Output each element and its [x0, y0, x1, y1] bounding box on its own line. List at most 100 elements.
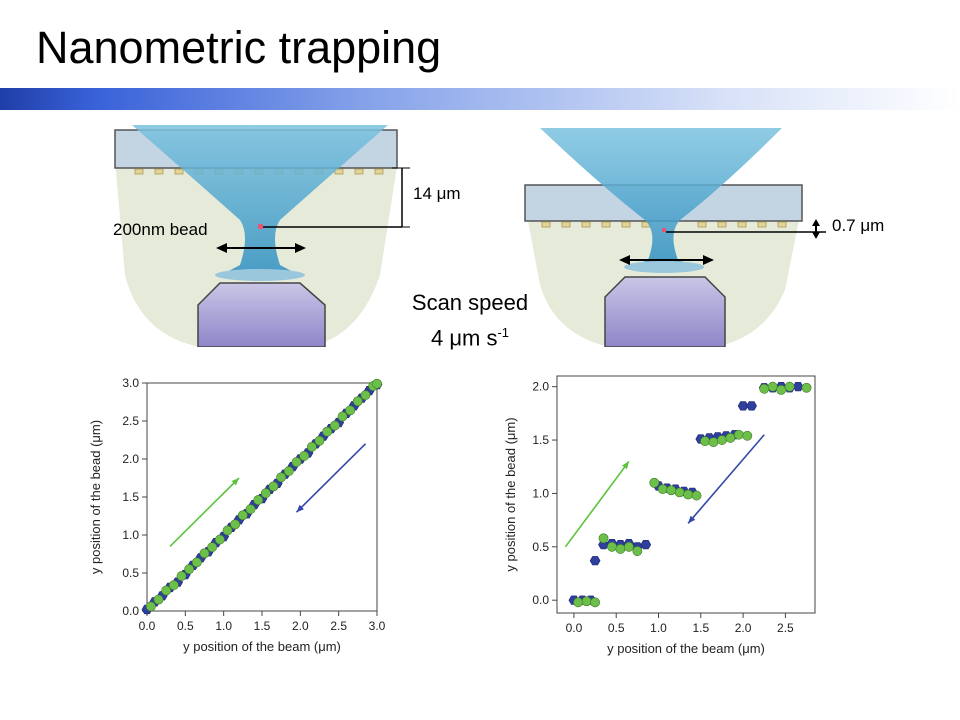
data-point-circle	[276, 472, 287, 483]
scan-speed-exponent: -1	[497, 325, 510, 340]
data-point-circle	[708, 437, 719, 448]
data-point-circle	[674, 487, 685, 498]
data-point-circle	[767, 381, 778, 392]
data-point-circle	[784, 381, 795, 392]
data-point-circle	[153, 594, 164, 605]
data-point-circle	[184, 564, 195, 575]
data-point-circle	[666, 485, 677, 496]
x-tick-label: 1.0	[215, 619, 232, 633]
scan-speed-label: Scan speed 4 μm s-1	[385, 288, 555, 353]
x-axis-label: y position of the beam (μm)	[607, 641, 765, 656]
chart-right: 0.0 0.5 1.0 1.5 2.0 2.5 0.0 0.5 1.0 1.5 2.0 y posit…	[503, 375, 816, 656]
data-point-circle	[590, 597, 600, 608]
data-point-hexagon	[589, 556, 601, 566]
trap-diagram-right	[524, 128, 826, 347]
direction-arrow	[687, 434, 765, 524]
data-point-circle	[199, 548, 210, 559]
direction-arrow	[295, 443, 367, 513]
y-tick-label: 2.0	[532, 380, 549, 394]
data-point-circle	[573, 597, 584, 608]
data-point-circle	[352, 396, 363, 407]
y-tick-label: 1.0	[122, 528, 139, 542]
data-point-circle	[291, 457, 302, 467]
y-tick-label: 1.0	[532, 486, 549, 500]
data-point-circle	[207, 542, 218, 553]
y-axis-label: y position of the bead (μm)	[88, 420, 103, 574]
direction-arrow	[564, 460, 630, 548]
data-point-circle	[598, 533, 609, 544]
x-tick-label: 0.0	[566, 621, 583, 635]
data-point-hexagon	[737, 401, 749, 411]
scan-speed-line2: 4 μm s-1	[385, 318, 555, 353]
x-axis-label: y position of the beam (μm)	[183, 639, 341, 654]
x-tick-label: 1.5	[692, 621, 709, 635]
data-point-circle	[649, 477, 660, 488]
data-point-circle	[624, 541, 634, 552]
data-point-hexagon	[640, 540, 652, 550]
x-tick-label: 0.5	[177, 619, 194, 633]
data-point-circle	[725, 433, 736, 443]
y-tick-label: 0.0	[532, 593, 549, 607]
data-point-circle	[372, 378, 382, 389]
scan-speed-line1: Scan speed	[411, 290, 529, 315]
data-point-circle	[237, 510, 248, 521]
data-point-circle	[314, 435, 325, 446]
data-point-circle	[759, 383, 770, 394]
data-point-circle	[581, 596, 592, 607]
data-point-circle	[632, 546, 643, 556]
data-point-circle	[268, 481, 279, 492]
chart-left: 0.0 0.5 1.0 1.5 2.0 2.5 3.0 0.0 0.5 1.0 1.5 2.0 2.5 3…	[88, 376, 386, 654]
scan-speed-value: 4 μm s	[430, 325, 498, 351]
data-point-circle	[253, 495, 264, 505]
trap-diagram-left	[114, 125, 410, 347]
data-point-circle	[230, 519, 241, 530]
direction-arrowhead	[622, 461, 629, 470]
x-tick-label: 3.0	[369, 619, 386, 633]
x-tick-label: 2.0	[292, 619, 309, 633]
x-tick-label: 2.5	[777, 621, 794, 635]
data-point-circle	[191, 557, 202, 568]
data-point-circle	[683, 489, 694, 500]
data-point-circle	[168, 580, 179, 591]
x-tick-label: 0.0	[139, 619, 156, 633]
data-point-circle	[214, 534, 225, 545]
data-point-circle	[360, 390, 371, 401]
data-point-hexagon	[746, 401, 757, 411]
direction-arrow	[169, 477, 240, 547]
data-point-circle	[776, 384, 787, 395]
data-point-circle	[345, 405, 356, 416]
title-banner	[0, 88, 960, 110]
data-point-circle	[245, 504, 256, 515]
data-point-circle	[322, 426, 333, 437]
direction-arrowhead	[688, 515, 696, 524]
data-point-circle	[306, 441, 317, 452]
data-point-circle	[700, 436, 710, 447]
data-point-hexagon	[792, 382, 804, 392]
y-tick-label: 1.5	[532, 433, 549, 447]
x-tick-label: 2.5	[330, 619, 347, 633]
direction-arrowhead	[296, 504, 304, 513]
data-point-circle	[337, 411, 348, 422]
data-point-circle	[733, 429, 744, 440]
data-point-circle	[145, 601, 156, 612]
x-tick-label: 1.0	[650, 621, 667, 635]
data-point-circle	[161, 585, 172, 596]
data-point-circle	[283, 466, 294, 477]
y-tick-label: 0.0	[122, 604, 139, 618]
direction-arrowhead	[231, 478, 239, 486]
data-point-circle	[615, 544, 626, 554]
x-tick-label: 0.5	[608, 621, 625, 635]
y-tick-label: 2.5	[122, 414, 139, 428]
data-point-circle	[299, 451, 310, 461]
data-point-circle	[742, 430, 753, 441]
data-point-circle	[691, 490, 702, 501]
data-point-circle	[717, 435, 727, 445]
bead-label: 200nm bead	[113, 220, 208, 239]
height-label-left: 14 μm	[413, 184, 461, 203]
y-tick-label: 1.5	[122, 490, 139, 504]
data-point-circle	[176, 571, 187, 581]
y-axis-label: y position of the bead (μm)	[503, 417, 518, 571]
data-point-circle	[801, 382, 812, 393]
data-point-circle	[657, 484, 668, 495]
y-tick-label: 0.5	[122, 566, 139, 580]
